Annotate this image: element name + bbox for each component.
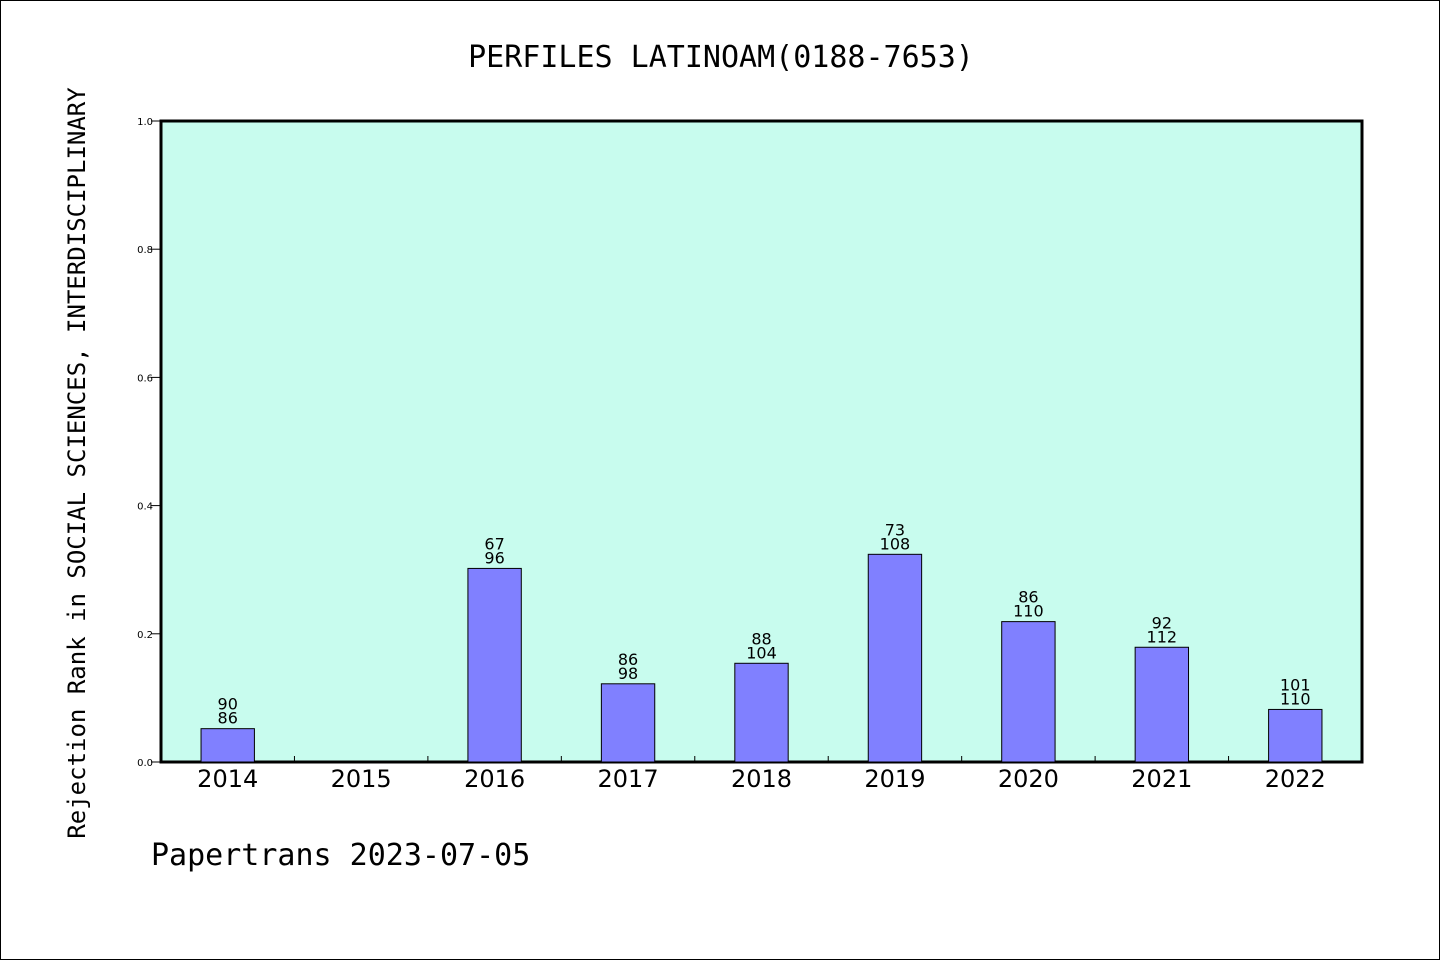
x-tick-label: 2018 <box>731 765 792 793</box>
data-label-top: 88 <box>751 629 771 648</box>
y-tick-label: 0.0 <box>137 758 153 769</box>
bar-2018 <box>734 662 789 763</box>
data-label-bottom: 104 <box>746 643 777 662</box>
y-axis-label: Rejection Rank in SOCIAL SCIENCES, INTER… <box>63 87 91 839</box>
x-tick-label: 2014 <box>197 765 258 793</box>
bar-2019 <box>867 553 923 763</box>
y-tick-label: 0.2 <box>137 630 153 641</box>
x-tick-label: 2017 <box>598 765 659 793</box>
bar-2016 <box>467 567 522 763</box>
bar-2020 <box>1001 621 1056 763</box>
y-tick-label: 0.4 <box>137 502 153 513</box>
bars <box>200 553 1323 763</box>
bar-2022 <box>1268 708 1323 763</box>
x-tick-label: 2016 <box>464 765 525 793</box>
data-label-bottom: 108 <box>880 534 911 553</box>
data-label-top: 86 <box>618 650 638 669</box>
y-axis-ticks: 0.0 0.2 0.4 0.6 0.8 1.0 <box>137 117 161 769</box>
data-label-top: 86 <box>1018 588 1038 607</box>
data-label-top: 67 <box>484 534 504 553</box>
data-label-top: 73 <box>885 520 905 539</box>
data-label-bottom: 96 <box>484 548 504 567</box>
bar-2014 <box>200 728 255 763</box>
x-tick-label: 2015 <box>331 765 392 793</box>
y-tick-label: 0.6 <box>137 373 153 384</box>
data-label-top: 90 <box>218 695 238 714</box>
bar-2017 <box>600 683 656 763</box>
footer-credit: Papertrans 2023-07-05 <box>151 838 530 873</box>
data-label-bottom: 98 <box>618 664 638 683</box>
bar-2021 <box>1134 646 1190 763</box>
x-tick-label: 2020 <box>998 765 1059 793</box>
data-label-top: 92 <box>1152 613 1172 632</box>
data-label-bottom: 112 <box>1147 627 1178 646</box>
data-label-bottom: 110 <box>1280 689 1311 708</box>
y-tick-label: 1.0 <box>137 117 153 128</box>
data-label-top: 101 <box>1280 675 1311 694</box>
data-label-bottom: 110 <box>1013 602 1044 621</box>
x-tick-label: 2021 <box>1131 765 1192 793</box>
x-tick-label: 2019 <box>864 765 925 793</box>
chart-title: PERFILES LATINOAM(0188-7653) <box>468 40 974 75</box>
data-label-bottom: 86 <box>218 709 238 728</box>
x-tick-label: 2022 <box>1265 765 1326 793</box>
y-tick-label: 0.8 <box>137 245 153 256</box>
x-axis-ticks: 2014 2015 2016 2017 2018 2019 2020 2021 2022 <box>197 756 1326 793</box>
